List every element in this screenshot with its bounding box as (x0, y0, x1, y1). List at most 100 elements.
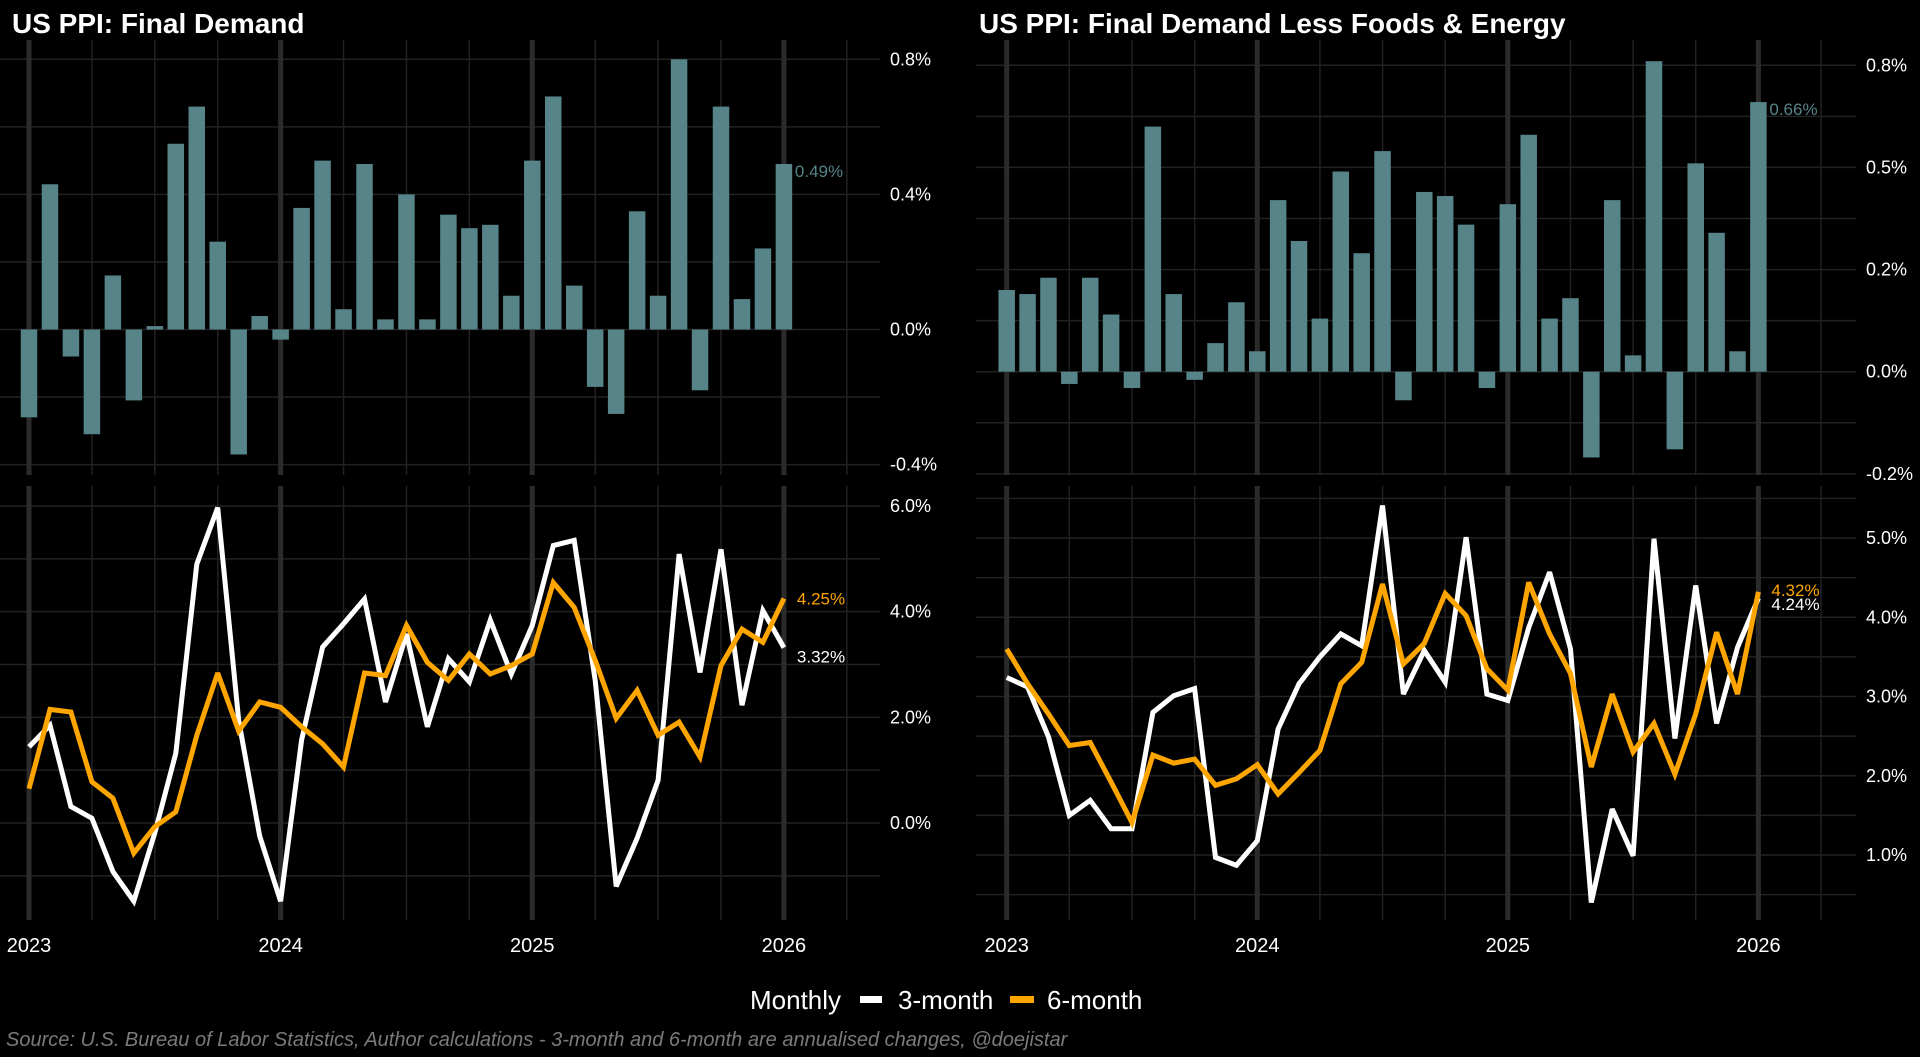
bar (1583, 371, 1600, 458)
bar (482, 224, 499, 330)
legend-label-monthly: Monthly (750, 985, 841, 1015)
bar (754, 248, 772, 330)
bar (1332, 171, 1350, 372)
core-y-tick-label: 0.2% (1866, 260, 1907, 280)
bar (1290, 240, 1308, 372)
bar (377, 319, 394, 330)
core-annualised-lines: 5.0% 4.0% 3.0% 2.0% 1.0% 4.24%4.32% (976, 486, 1907, 920)
bar (545, 96, 562, 330)
bar (230, 329, 247, 455)
core-annualised-y-tick-label: 1.0% (1866, 845, 1907, 865)
headline-annualised-lines: 6.0% 4.0% 2.0% 0.0% 3.32% 4.25% (0, 486, 931, 920)
bar-end-label: 0.66% (1769, 100, 1817, 119)
bar (1729, 351, 1746, 372)
chart-title-core: US PPI: Final Demand Less Foods & Energy (979, 8, 1566, 39)
bar (1499, 204, 1517, 372)
bar (1687, 163, 1704, 372)
panel-headline: US PPI: Final Demand 0.8%0.4%0.0%-0.4%0.… (0, 8, 937, 957)
bar (1645, 61, 1663, 372)
bar (293, 207, 310, 330)
x-tick-label: 2024 (1235, 935, 1280, 957)
x-tick-label: 2023 (7, 935, 52, 957)
bar (1708, 232, 1725, 372)
headline-annualised-y-tick-label: 0.0% (890, 813, 931, 833)
bar (1311, 318, 1329, 372)
bar (1165, 294, 1182, 372)
bar (775, 164, 793, 330)
bar (1269, 200, 1287, 372)
bar-end-label: 0.49% (795, 162, 843, 181)
series-line-3-month (1005, 505, 1761, 904)
bar (356, 164, 373, 330)
headline-annualised-y-tick-label: 6.0% (890, 496, 931, 516)
bar (670, 59, 688, 330)
bar (1040, 277, 1057, 372)
core-y-tick-label: 0.8% (1866, 55, 1907, 75)
bar (335, 309, 352, 330)
x-tick-label: 2024 (258, 935, 303, 957)
bar (1353, 253, 1370, 372)
headline-y-tick-label: -0.4% (890, 455, 937, 475)
x-tick-label: 2025 (510, 935, 555, 957)
bar (1019, 294, 1036, 372)
bar (461, 228, 478, 330)
core-annualised-y-tick-label: 5.0% (1866, 528, 1907, 548)
bar (41, 184, 59, 330)
bar (565, 285, 583, 330)
bar (83, 329, 101, 435)
series-end-label-6-month: 4.25% (797, 589, 845, 608)
bar (419, 319, 436, 330)
bar (586, 329, 604, 387)
legend-label-3-month: 3-month (898, 985, 993, 1015)
series-line-3-month (27, 506, 787, 907)
bar (209, 241, 226, 330)
bar (188, 106, 206, 330)
bar (1123, 371, 1141, 389)
bar (1249, 351, 1266, 372)
legend-swatch-3-month (860, 996, 882, 1003)
bar (272, 329, 289, 340)
bar (1144, 126, 1162, 372)
bar (691, 329, 709, 391)
bar (1562, 298, 1579, 372)
bar (314, 160, 331, 330)
bar (146, 326, 164, 330)
chart-title-headline: US PPI: Final Demand (12, 8, 305, 39)
source-caption: Source: U.S. Bureau of Labor Statistics,… (6, 1029, 1069, 1051)
bar (649, 295, 667, 330)
bar (1750, 102, 1767, 372)
bar (440, 214, 457, 330)
bar (1436, 196, 1454, 372)
bar (1666, 371, 1684, 450)
bar (1603, 200, 1621, 372)
bar (733, 299, 751, 330)
bar (1102, 314, 1120, 372)
bar (1207, 343, 1224, 372)
core-y-tick-label: 0.0% (1866, 362, 1907, 382)
headline-y-tick-label: 0.0% (890, 320, 931, 340)
bar (1061, 371, 1078, 384)
legend-swatch-6-month (1010, 996, 1034, 1003)
series-line-6-month (1004, 581, 1761, 830)
bar (607, 329, 625, 414)
bar (1395, 371, 1412, 401)
bar (125, 329, 143, 401)
legend: Monthly 3-month 6-month (750, 985, 1142, 1015)
bar (398, 194, 415, 330)
bar (62, 329, 80, 357)
bar (998, 289, 1015, 372)
core-annualised-y-tick-label: 2.0% (1866, 766, 1907, 786)
core-monthly-bars: 0.8% 0.5% 0.2% 0.0% -0.2% 0.66% (976, 40, 1913, 484)
headline-monthly-bars: 0.8% 0.4% 0.0% -0.4% 0.49% (0, 40, 937, 475)
headline-y-tick-label: 0.4% (890, 184, 931, 204)
series-end-label-3-month: 4.24% (1771, 595, 1819, 614)
bar (1374, 151, 1391, 372)
legend-label-6-month: 6-month (1047, 985, 1142, 1015)
bar (1416, 191, 1433, 372)
bar (167, 143, 185, 330)
bar (1478, 371, 1496, 389)
bar (1228, 302, 1245, 372)
headline-annualised-y-tick-label: 2.0% (890, 707, 931, 727)
